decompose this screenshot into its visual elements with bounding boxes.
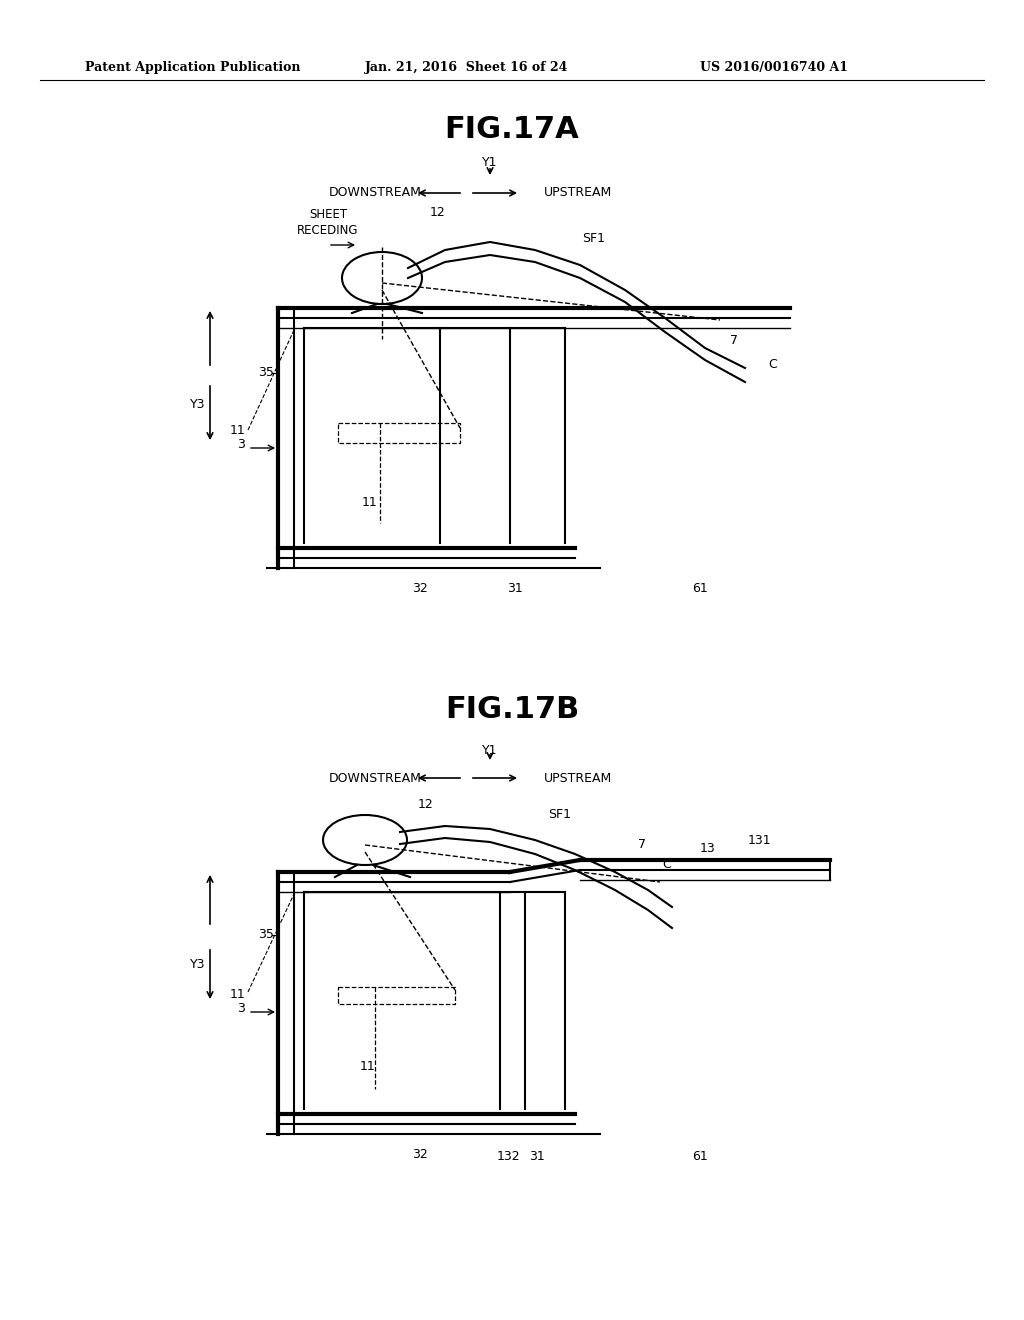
Text: Y3: Y3 <box>190 957 206 970</box>
Text: 7: 7 <box>730 334 738 346</box>
Text: 61: 61 <box>692 582 708 594</box>
Text: 132: 132 <box>497 1150 520 1163</box>
Text: RECEDING: RECEDING <box>297 223 358 236</box>
Text: UPSTREAM: UPSTREAM <box>544 771 612 784</box>
Text: 31: 31 <box>507 582 523 594</box>
Text: FIG.17A: FIG.17A <box>444 116 580 144</box>
Text: DOWNSTREAM: DOWNSTREAM <box>329 771 422 784</box>
Text: 35: 35 <box>258 928 273 941</box>
Text: Y3: Y3 <box>190 399 206 412</box>
Text: 35: 35 <box>258 367 273 380</box>
Text: 61: 61 <box>692 1150 708 1163</box>
Text: C: C <box>662 858 671 870</box>
Text: 13: 13 <box>700 842 716 854</box>
Text: C: C <box>768 359 777 371</box>
Text: 12: 12 <box>418 797 434 810</box>
Text: 32: 32 <box>412 1147 428 1160</box>
Text: UPSTREAM: UPSTREAM <box>544 186 612 199</box>
Text: Patent Application Publication: Patent Application Publication <box>85 62 300 74</box>
Text: 12: 12 <box>430 206 445 219</box>
Text: 32: 32 <box>412 582 428 594</box>
Text: Y1: Y1 <box>482 743 498 756</box>
Text: 31: 31 <box>529 1150 545 1163</box>
Text: 3: 3 <box>238 438 245 451</box>
Text: SF1: SF1 <box>548 808 571 821</box>
Text: 11: 11 <box>229 424 245 437</box>
Text: 11: 11 <box>360 1060 376 1073</box>
Text: DOWNSTREAM: DOWNSTREAM <box>329 186 422 199</box>
Text: Jan. 21, 2016  Sheet 16 of 24: Jan. 21, 2016 Sheet 16 of 24 <box>365 62 568 74</box>
Text: 11: 11 <box>229 987 245 1001</box>
Text: 11: 11 <box>362 496 378 510</box>
Text: 7: 7 <box>638 837 646 850</box>
Text: FIG.17B: FIG.17B <box>444 696 580 725</box>
Text: Y1: Y1 <box>482 157 498 169</box>
Text: US 2016/0016740 A1: US 2016/0016740 A1 <box>700 62 848 74</box>
Text: 131: 131 <box>748 833 772 846</box>
Text: 3: 3 <box>238 1002 245 1015</box>
Text: SHEET: SHEET <box>309 209 347 222</box>
Text: SF1: SF1 <box>582 231 605 244</box>
